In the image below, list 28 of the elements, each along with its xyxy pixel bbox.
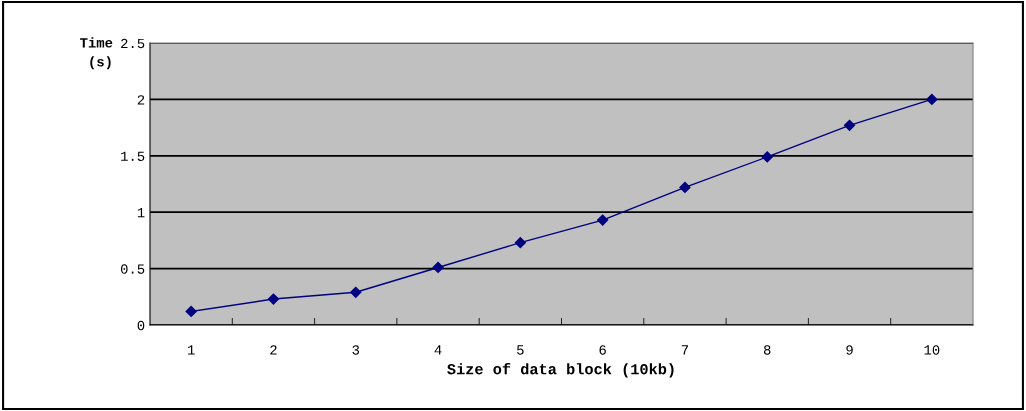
y-tick-label: 1.5 (121, 151, 145, 161)
x-tick-label: 8 (763, 345, 771, 355)
y-tick-label: 0.5 (120, 264, 145, 274)
y-tick-label: 1 (137, 208, 145, 218)
x-tick-label: 5 (517, 345, 524, 355)
y-axis-title: Time (s) (80, 37, 113, 70)
x-tick-label: 6 (599, 345, 606, 355)
x-tick-label: 10 (924, 345, 940, 355)
x-tick-label: 2 (270, 345, 277, 355)
x-tick-label: 4 (434, 345, 442, 355)
point (679, 181, 691, 193)
y-tick-label: 0 (137, 320, 145, 331)
point (185, 305, 197, 318)
point (926, 93, 938, 106)
point (267, 293, 280, 305)
point (514, 237, 526, 249)
point (843, 119, 856, 131)
point (597, 214, 609, 226)
point (761, 151, 773, 163)
point (432, 261, 444, 274)
x-tick-label: 3 (352, 345, 360, 355)
y-tick-label: 2.5 (121, 38, 145, 49)
y-tick-label: 2 (137, 95, 145, 105)
x-axis-title: Size of data block (10kb) (447, 362, 674, 378)
x-tick-label: 7 (681, 345, 689, 355)
x-tick-label: 9 (846, 345, 853, 355)
x-tick-label: 1 (187, 345, 195, 355)
point (350, 286, 362, 298)
